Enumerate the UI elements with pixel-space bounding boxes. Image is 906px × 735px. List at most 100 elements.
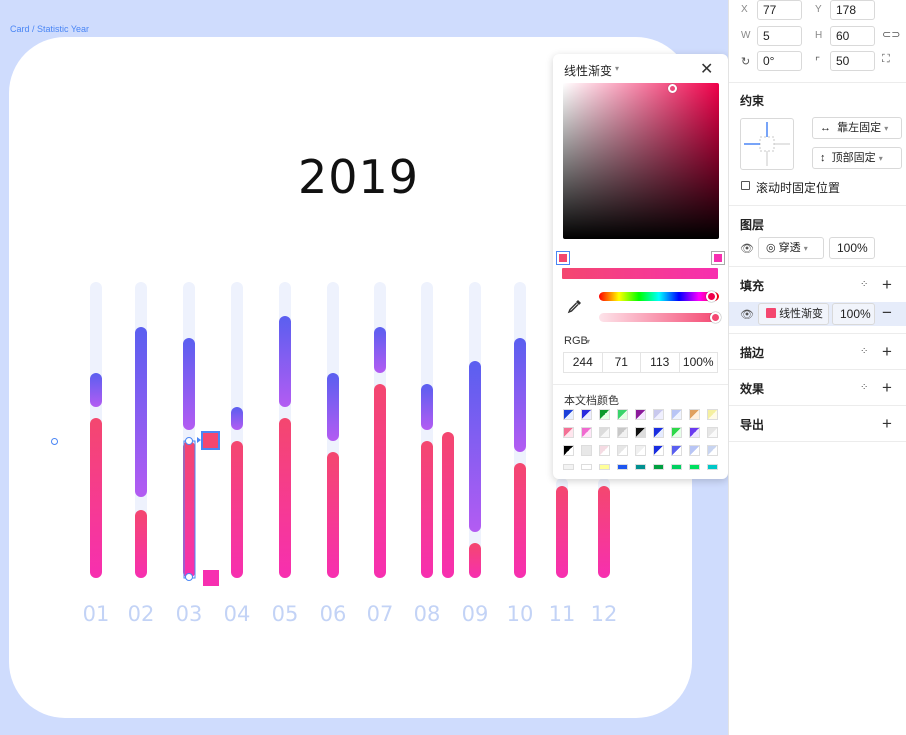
- alpha-slider-handle[interactable]: [710, 312, 721, 323]
- bar-upper-07[interactable]: [374, 327, 386, 373]
- color-swatch[interactable]: [671, 427, 682, 438]
- bar-lower-12[interactable]: [598, 486, 610, 578]
- gradient-handle-1[interactable]: [185, 437, 193, 445]
- bar-lower-08[interactable]: [421, 441, 433, 578]
- add-stroke-plus-icon[interactable]: +: [882, 342, 892, 361]
- bar-upper-01[interactable]: [90, 373, 102, 407]
- bar-lower-02[interactable]: [135, 510, 147, 578]
- color-swatch[interactable]: [653, 464, 664, 470]
- styles-grid-icon[interactable]: ⁘: [860, 346, 869, 357]
- color-swatch[interactable]: [635, 445, 646, 456]
- chevron-down-icon[interactable]: ▾: [612, 394, 617, 403]
- alpha-slider[interactable]: [599, 313, 719, 322]
- color-swatch[interactable]: [653, 427, 664, 438]
- color-swatch[interactable]: [653, 409, 664, 420]
- bar-lower-03[interactable]: [183, 441, 195, 578]
- color-swatch[interactable]: [581, 445, 592, 456]
- eye-icon[interactable]: 👁: [740, 309, 754, 321]
- design-canvas[interactable]: Card / Statistic Year 2019 01 02 03 04 05 06 0…: [0, 0, 728, 735]
- bar-upper-08[interactable]: [421, 384, 433, 430]
- color-swatch[interactable]: [563, 427, 574, 438]
- hue-slider[interactable]: [599, 292, 719, 301]
- color-swatch[interactable]: [617, 427, 628, 438]
- color-swatch[interactable]: [671, 464, 682, 470]
- layer-opacity-input[interactable]: 100%: [829, 237, 875, 259]
- bar-lower-09[interactable]: [469, 543, 481, 578]
- blue-input[interactable]: 113: [641, 353, 680, 372]
- color-swatch[interactable]: [617, 445, 628, 456]
- constraint-widget[interactable]: [740, 118, 794, 170]
- color-swatch[interactable]: [707, 445, 718, 456]
- color-swatch[interactable]: [671, 445, 682, 456]
- color-swatch[interactable]: [617, 409, 628, 420]
- x-input[interactable]: 77: [757, 0, 802, 20]
- saturation-value-area[interactable]: [563, 83, 719, 239]
- green-input[interactable]: 71: [603, 353, 641, 372]
- height-input[interactable]: 60: [830, 26, 875, 46]
- color-swatch[interactable]: [707, 464, 718, 470]
- color-swatch[interactable]: [581, 427, 592, 438]
- bar-lower-01[interactable]: [90, 418, 102, 578]
- gradient-handle-2[interactable]: [185, 573, 193, 581]
- bar-extra-08[interactable]: [442, 432, 454, 578]
- hue-slider-handle[interactable]: [706, 291, 717, 302]
- saturation-handle[interactable]: [668, 84, 677, 93]
- bar-lower-06[interactable]: [327, 452, 339, 578]
- gradient-stop-end[interactable]: [203, 570, 219, 586]
- color-swatch[interactable]: [707, 409, 718, 420]
- color-swatch[interactable]: [635, 464, 646, 470]
- horizontal-constraint-dropdown[interactable]: ↔ 靠左固定 ▾: [812, 117, 902, 139]
- color-swatch[interactable]: [599, 409, 610, 420]
- color-swatch[interactable]: [563, 445, 574, 456]
- bar-upper-02[interactable]: [135, 327, 147, 497]
- rotation-input[interactable]: 0°: [757, 51, 802, 71]
- bar-upper-05[interactable]: [279, 316, 291, 407]
- color-swatch[interactable]: [653, 445, 664, 456]
- color-mode-dropdown[interactable]: RGB: [564, 335, 588, 347]
- bar-lower-07[interactable]: [374, 384, 386, 578]
- add-effect-plus-icon[interactable]: +: [882, 378, 892, 397]
- color-swatch[interactable]: [689, 445, 700, 456]
- corner-radius-input[interactable]: 50: [830, 51, 875, 71]
- year-title[interactable]: 2019: [298, 150, 420, 204]
- bar-upper-03[interactable]: [183, 338, 195, 430]
- color-swatch[interactable]: [563, 464, 574, 470]
- bar-upper-09[interactable]: [469, 361, 481, 532]
- color-swatch[interactable]: [671, 409, 682, 420]
- fill-opacity-input[interactable]: 100%: [832, 303, 875, 325]
- red-input[interactable]: 244: [564, 353, 603, 372]
- add-fill-plus-icon[interactable]: +: [882, 275, 892, 294]
- y-input[interactable]: 178: [830, 0, 875, 20]
- width-input[interactable]: 5: [757, 26, 802, 46]
- bar-upper-06[interactable]: [327, 373, 339, 441]
- bar-lower-10[interactable]: [514, 463, 526, 578]
- link-icon[interactable]: ⊂⊃: [882, 29, 901, 41]
- color-swatch[interactable]: [689, 409, 700, 420]
- color-swatch[interactable]: [689, 427, 700, 438]
- styles-grid-icon[interactable]: ⁘: [860, 279, 869, 290]
- color-swatch[interactable]: [563, 409, 574, 420]
- remove-fill-minus-icon[interactable]: −: [882, 303, 892, 322]
- gradient-preview-bar[interactable]: [562, 268, 718, 279]
- color-swatch[interactable]: [689, 464, 700, 470]
- bar-lower-05[interactable]: [279, 418, 291, 578]
- fix-on-scroll-checkbox[interactable]: [741, 181, 750, 190]
- fill-type-button[interactable]: 线性渐变: [758, 303, 829, 325]
- document-colors-dropdown[interactable]: 本文档颜色: [564, 395, 619, 407]
- chevron-down-icon[interactable]: ▾: [615, 64, 620, 73]
- independent-corners-icon[interactable]: ⛶: [882, 53, 890, 65]
- gradient-type-dropdown[interactable]: 线性渐变: [564, 64, 613, 78]
- frame-label[interactable]: Card / Statistic Year: [10, 24, 90, 34]
- gradient-stop-right[interactable]: [711, 251, 725, 265]
- gradient-stop-left[interactable]: [556, 251, 570, 265]
- color-swatch[interactable]: [599, 427, 610, 438]
- color-swatch[interactable]: [581, 409, 592, 420]
- add-export-plus-icon[interactable]: +: [882, 414, 892, 433]
- chevron-down-icon[interactable]: ▾: [586, 337, 591, 346]
- color-swatch[interactable]: [707, 427, 718, 438]
- bar-upper-04[interactable]: [231, 407, 243, 430]
- styles-grid-icon[interactable]: ⁘: [860, 382, 869, 393]
- color-swatch[interactable]: [599, 464, 610, 470]
- color-swatch[interactable]: [617, 464, 628, 470]
- color-swatch[interactable]: [599, 445, 610, 456]
